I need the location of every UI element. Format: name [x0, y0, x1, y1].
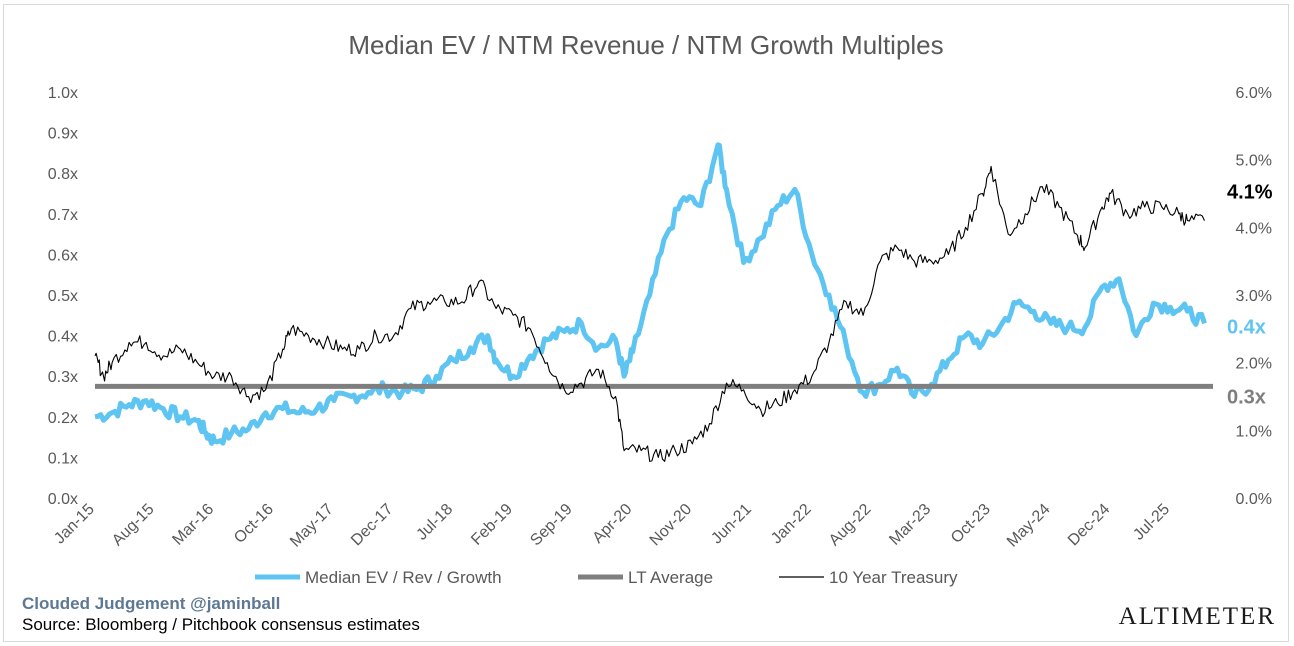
x-tick-label: Aug-22	[826, 501, 875, 550]
x-tick-label: Apr-20	[590, 501, 636, 547]
chart-frame	[3, 4, 1289, 642]
y-left-tick-label: 0.8x	[48, 166, 78, 183]
x-tick-label: May-17	[287, 501, 337, 551]
end-label-lt-average: 0.3x	[1227, 386, 1266, 408]
y-left-tick-label: 1.0x	[48, 85, 78, 102]
y-right-tick-label: 2.0%	[1236, 356, 1272, 373]
y-left-tick-label: 0.9x	[48, 126, 78, 143]
x-tick-label: Oct-16	[231, 501, 277, 547]
x-tick-label: Jul-18	[413, 501, 456, 544]
x-tick-label: Mar-23	[886, 501, 934, 549]
chart-title: Median EV / NTM Revenue / NTM Growth Mul…	[348, 30, 943, 60]
end-label-10-year-treasury: 4.1%	[1227, 182, 1273, 204]
brand-label: Clouded Judgement @jaminball	[22, 594, 281, 613]
legend-item-median-label: Median EV / Rev / Growth	[305, 568, 502, 587]
x-tick-label: Aug-15	[109, 501, 158, 550]
x-tick-label: Dec-17	[348, 501, 397, 550]
y-left-tick-label: 0.7x	[48, 207, 78, 224]
legend-item-10-year-treasury-label: 10 Year Treasury	[829, 568, 958, 587]
x-tick-label: Mar-16	[169, 501, 217, 549]
y-right-tick-label: 6.0%	[1236, 85, 1272, 102]
end-label-median: 0.4x	[1227, 316, 1266, 338]
y-left-tick-label: 0.5x	[48, 288, 78, 305]
x-tick-label: Feb-19	[468, 501, 516, 549]
y-left-tick-label: 0.6x	[48, 247, 78, 264]
x-tick-label: May-24	[1004, 501, 1054, 551]
y-left-tick-label: 0.4x	[48, 329, 78, 346]
x-tick-label: Jun-21	[708, 501, 755, 548]
y-left-tick-label: 0.0x	[48, 491, 78, 508]
series-line-median-ev-rev-growth	[94, 142, 1207, 446]
y-right-tick-label: 0.0%	[1236, 491, 1272, 508]
y-left-tick-label: 0.3x	[48, 369, 78, 386]
x-tick-label: Jan-22	[768, 501, 815, 548]
legend-item-lt-average-label: LT Average	[628, 568, 713, 587]
altimeter-logo: ALTIMETER	[1118, 603, 1276, 630]
x-tick-label: Oct-23	[948, 501, 994, 547]
y-right-tick-label: 5.0%	[1236, 153, 1272, 170]
source-label: Source: Bloomberg / Pitchbook consensus …	[22, 615, 420, 634]
y-left-tick-label: 0.1x	[48, 450, 78, 467]
y-left-tick-label: 0.2x	[48, 410, 78, 427]
x-tick-label: Dec-24	[1065, 501, 1114, 550]
x-tick-label: Jul-25	[1130, 501, 1173, 544]
y-right-tick-label: 1.0%	[1236, 423, 1272, 440]
x-tick-label: Sep-19	[527, 501, 576, 550]
y-right-tick-label: 3.0%	[1236, 288, 1272, 305]
series-line-10-year-treasury	[94, 165, 1205, 462]
y-right-tick-label: 4.0%	[1236, 220, 1272, 237]
x-tick-label: Nov-20	[647, 501, 696, 550]
